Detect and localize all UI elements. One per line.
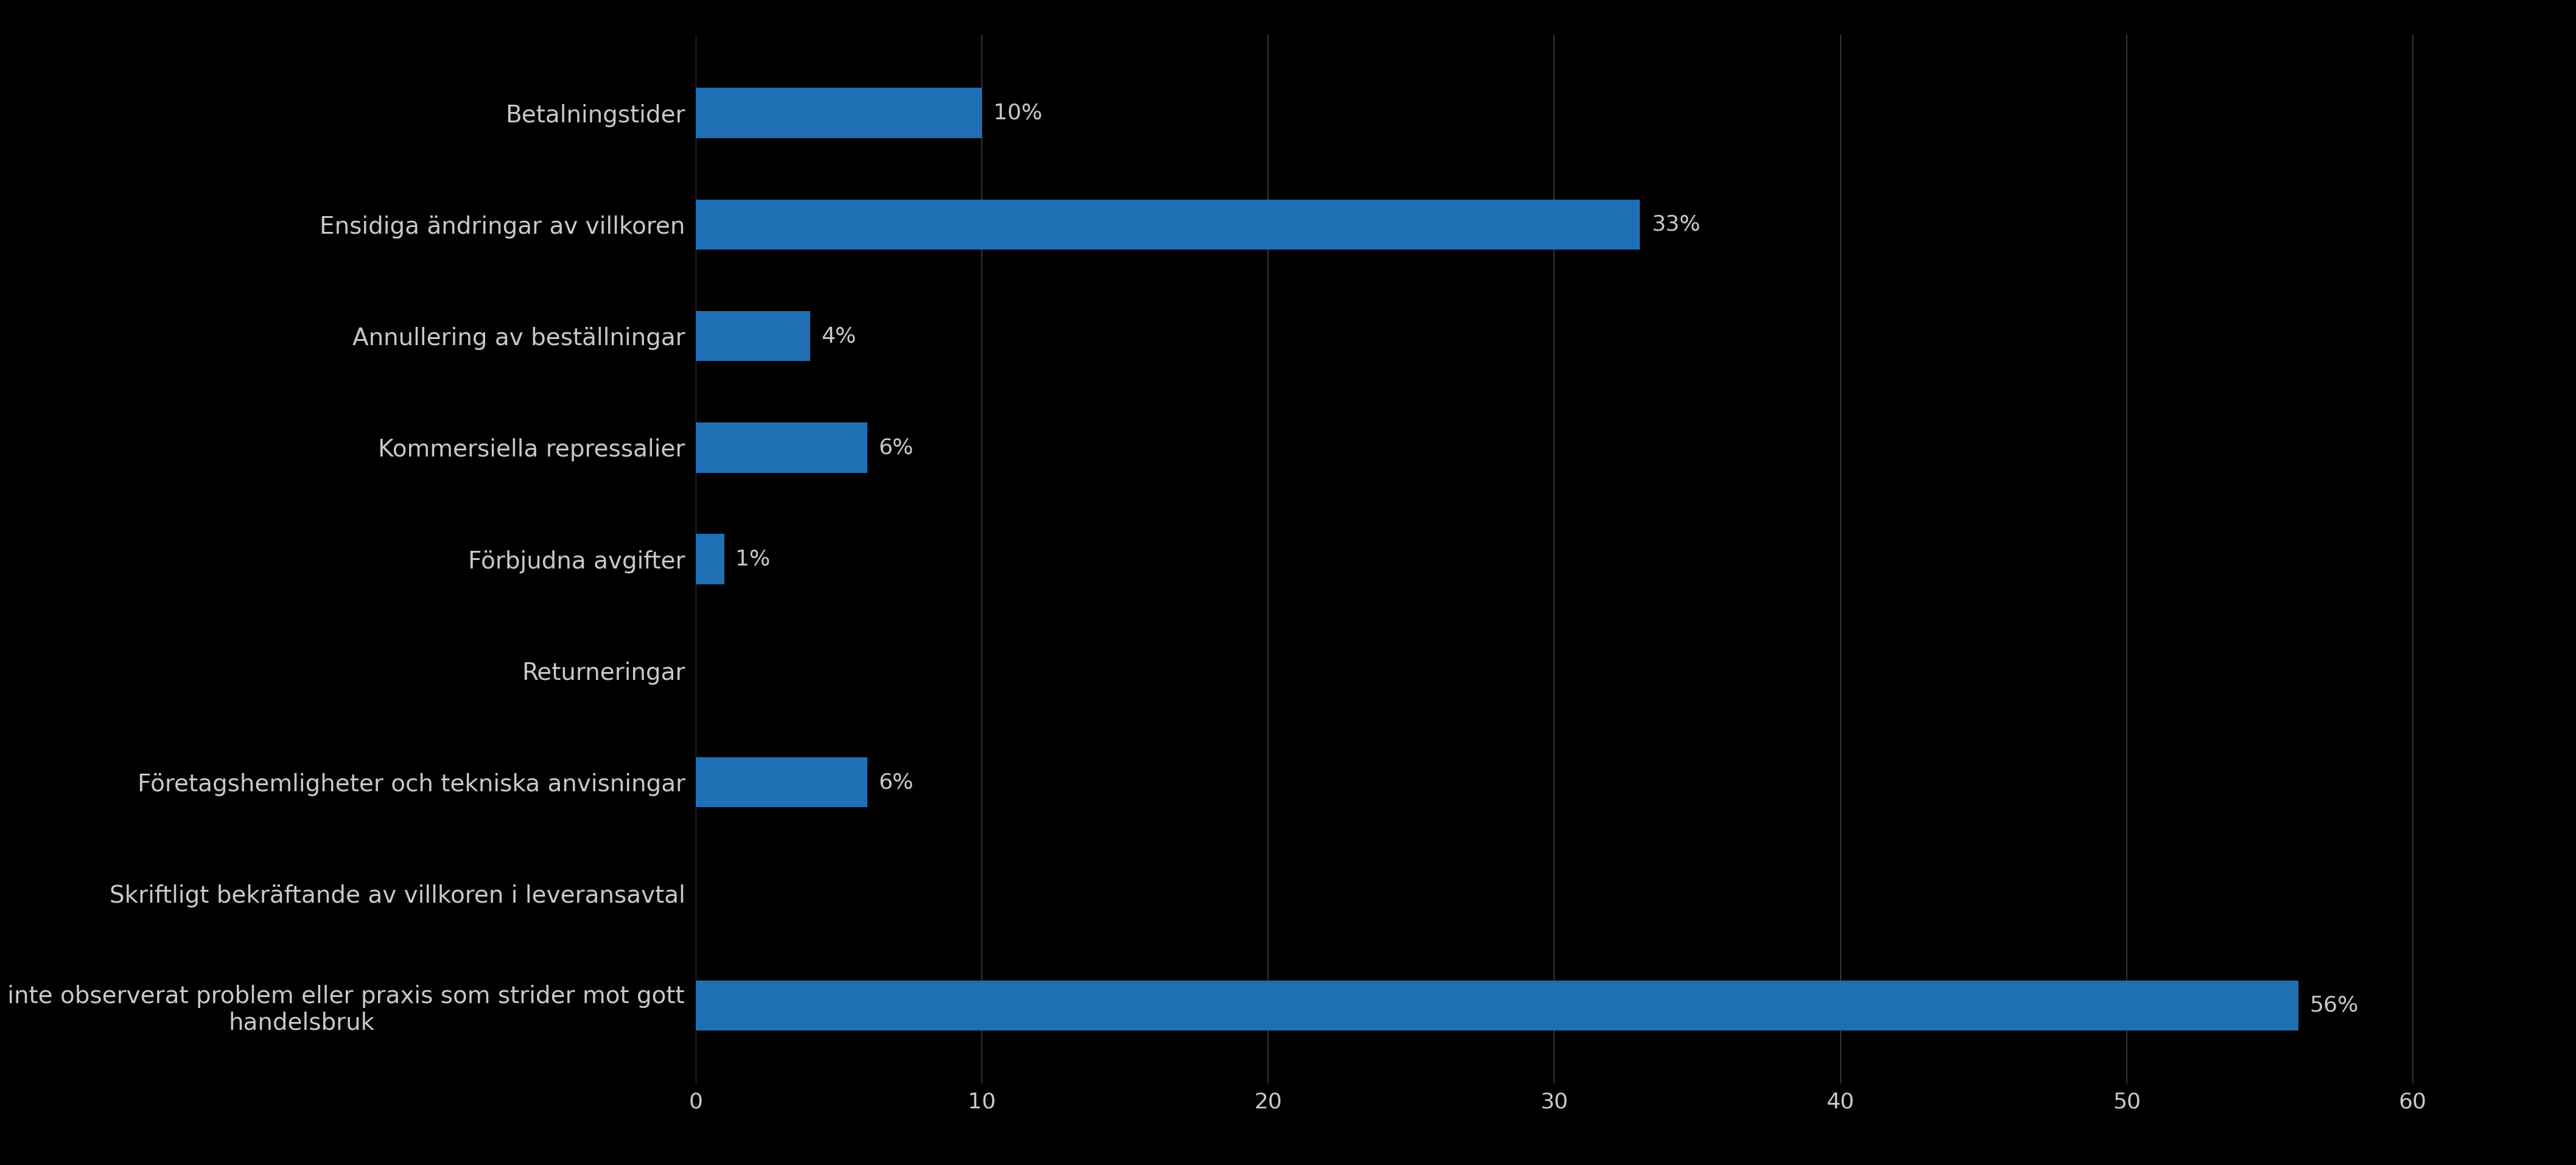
Bar (696, 311, 809, 361)
Text: 33%: 33% (1651, 214, 1700, 235)
Text: 6%: 6% (878, 772, 914, 792)
Text: 10%: 10% (994, 103, 1043, 123)
Text: 6%: 6% (878, 437, 914, 458)
Bar (696, 423, 868, 473)
Bar (696, 757, 868, 807)
Bar (696, 87, 981, 139)
Bar (696, 980, 2298, 1031)
Text: 4%: 4% (822, 326, 855, 346)
Bar (696, 534, 724, 585)
Text: 1%: 1% (737, 549, 770, 570)
Text: 56%: 56% (2311, 995, 2360, 1016)
Bar (696, 199, 1641, 249)
